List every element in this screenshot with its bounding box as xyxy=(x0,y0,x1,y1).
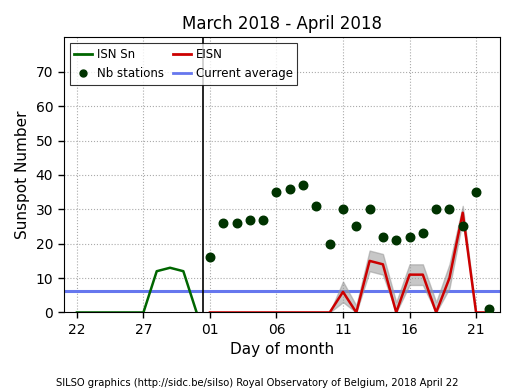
Point xyxy=(379,234,387,240)
Point xyxy=(206,254,214,261)
Title: March 2018 - April 2018: March 2018 - April 2018 xyxy=(182,15,382,33)
Point xyxy=(459,223,467,230)
Point xyxy=(352,223,360,230)
Legend: ISN Sn, Nb stations, EISN, Current average: ISN Sn, Nb stations, EISN, Current avera… xyxy=(70,43,297,85)
Point xyxy=(366,206,374,213)
Point xyxy=(445,206,454,213)
Point xyxy=(312,203,320,209)
Point xyxy=(339,206,347,213)
X-axis label: Day of month: Day of month xyxy=(230,342,334,358)
Point xyxy=(246,216,254,223)
Point xyxy=(472,189,480,195)
Text: SILSO graphics (http://sidc.be/silso) Royal Observatory of Belgium, 2018 April 2: SILSO graphics (http://sidc.be/silso) Ro… xyxy=(56,378,459,388)
Point xyxy=(219,220,228,226)
Point xyxy=(272,189,281,195)
Point xyxy=(259,216,267,223)
Point xyxy=(325,241,334,247)
Point xyxy=(419,230,427,236)
Point xyxy=(232,220,241,226)
Point xyxy=(299,182,307,188)
Point xyxy=(286,186,294,192)
Point xyxy=(405,234,414,240)
Point xyxy=(485,306,493,312)
Point xyxy=(432,206,440,213)
Y-axis label: Sunspot Number: Sunspot Number xyxy=(15,111,30,239)
Point xyxy=(392,237,400,243)
